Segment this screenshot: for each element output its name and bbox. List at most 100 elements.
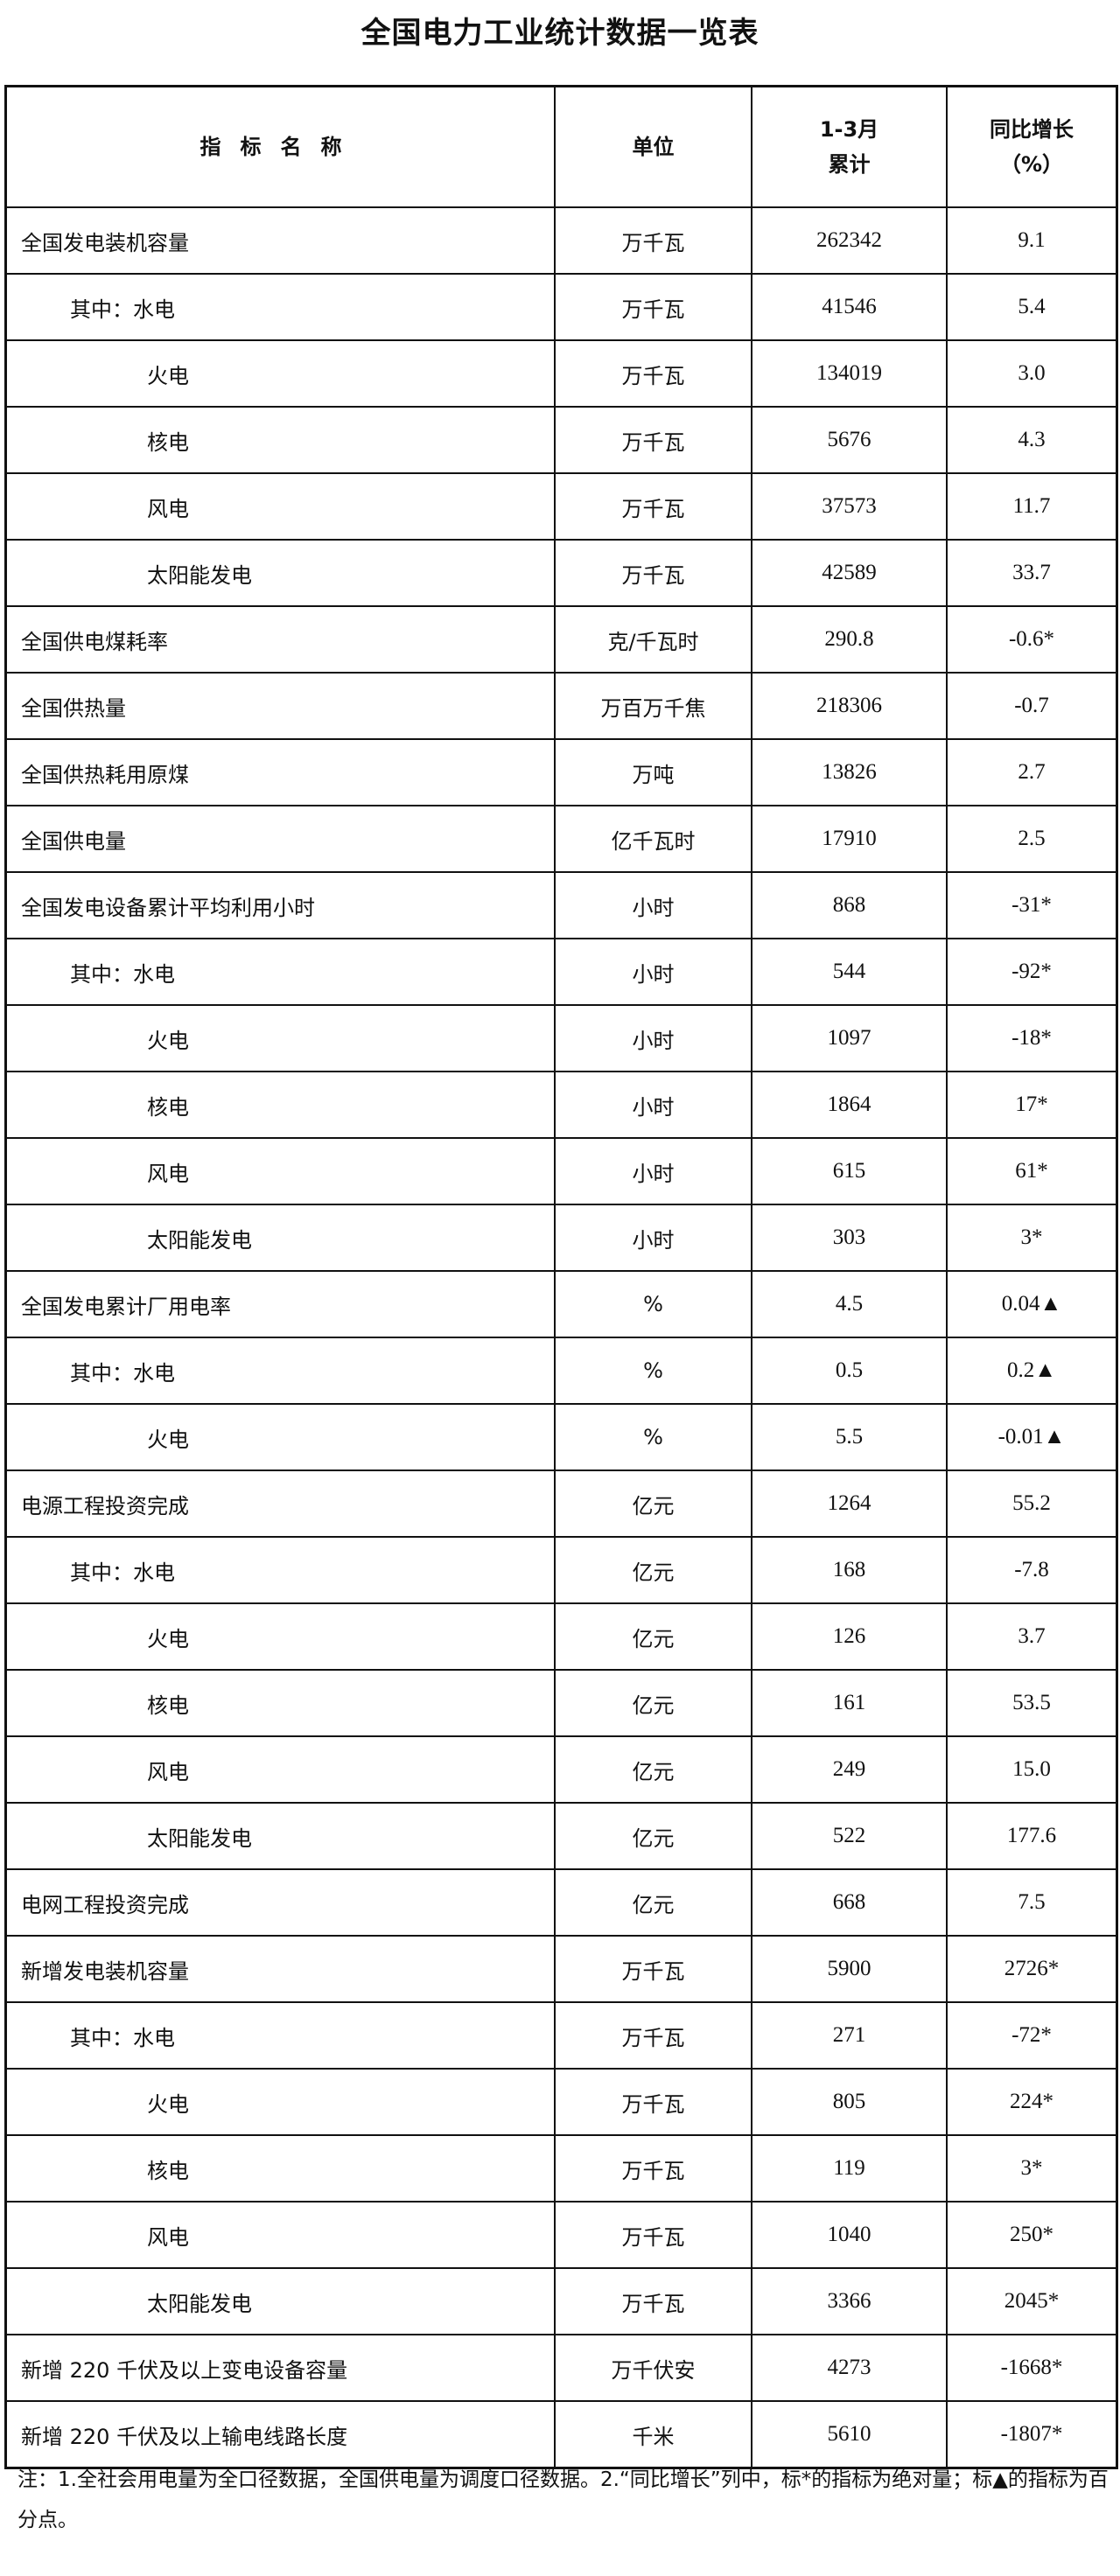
growth-value: 3.0 (946, 339, 1118, 408)
table-row: 风电 亿元 249 15.0 (4, 1735, 1118, 1804)
table-row: 火电 万千瓦 134019 3.0 (4, 339, 1118, 408)
unit-cell: 小时 (554, 1004, 752, 1072)
cumulative-value: 3366 (751, 2267, 948, 2335)
indicator-name: 风电 (4, 1735, 556, 1804)
footnote: 注：1.全社会用电量为全口径数据，全国供电量为调度口径数据。2.“同比增长”列中… (18, 2468, 1109, 2531)
growth-value: 5.4 (946, 273, 1118, 341)
growth-value: 2726* (946, 1935, 1118, 2003)
indicator-name: 风电 (4, 1137, 556, 1205)
indicator-name: 核电 (4, 406, 556, 474)
table-row: 全国供热耗用原煤 万吨 13826 2.7 (4, 738, 1118, 806)
table-row: 新增 220 千伏及以上输电线路长度 千米 5610 -1807* (4, 2400, 1118, 2469)
growth-value: -1807* (946, 2400, 1118, 2469)
cumulative-value: 5900 (751, 1935, 948, 2003)
cumulative-value: 42589 (751, 539, 948, 607)
unit-cell: 万吨 (554, 738, 752, 806)
unit-cell: 万千瓦 (554, 2068, 752, 2136)
indicator-name: 全国发电设备累计平均利用小时 (4, 871, 556, 939)
indicator-name: 风电 (4, 2201, 556, 2269)
unit-cell: 亿元 (554, 1735, 752, 1804)
growth-value: 53.5 (946, 1669, 1118, 1737)
table-row: 全国发电设备累计平均利用小时 小时 868 -31* (4, 871, 1118, 939)
growth-value: -7.8 (946, 1536, 1118, 1604)
cumulative-value: 4.5 (751, 1270, 948, 1338)
growth-value: 4.3 (946, 406, 1118, 474)
cumulative-value: 41546 (751, 273, 948, 341)
growth-value: 2.5 (946, 805, 1118, 873)
unit-cell: 万千瓦 (554, 206, 752, 275)
cumulative-value: 0.5 (751, 1337, 948, 1405)
growth-value: 7.5 (946, 1868, 1118, 1937)
cumulative-value: 544 (751, 938, 948, 1006)
indicator-name: 太阳能发电 (4, 2267, 556, 2335)
unit-cell: % (554, 1337, 752, 1405)
growth-value: 250* (946, 2201, 1118, 2269)
indicator-name: 全国供电煤耗率 (4, 605, 556, 674)
growth-value: 9.1 (946, 206, 1118, 275)
cumulative-value: 249 (751, 1735, 948, 1804)
table-row: 全国发电装机容量 万千瓦 262342 9.1 (4, 206, 1118, 275)
unit-cell: 亿元 (554, 1536, 752, 1604)
cumulative-value: 119 (751, 2134, 948, 2203)
table-row: 太阳能发电 小时 303 3* (4, 1204, 1118, 1272)
indicator-name: 全国供热耗用原煤 (4, 738, 556, 806)
unit-cell: 万千伏安 (554, 2334, 752, 2402)
table-row: 全国供热量 万百万千焦 218306 -0.7 (4, 672, 1118, 740)
header-name: 指标名称 (4, 85, 556, 208)
unit-cell: 亿千瓦时 (554, 805, 752, 873)
unit-cell: 亿元 (554, 1602, 752, 1671)
indicator-name: 火电 (4, 2068, 556, 2136)
table-row: 风电 小时 615 61* (4, 1137, 1118, 1205)
table-row: 火电 万千瓦 805 224* (4, 2068, 1118, 2136)
header-cumulative-line1: 1-3月 (819, 117, 879, 142)
growth-value: 61* (946, 1137, 1118, 1205)
header-growth: 同比增长 （%） (946, 85, 1118, 208)
indicator-name: 火电 (4, 339, 556, 408)
indicator-name: 火电 (4, 1403, 556, 1471)
table-row: 其中：水电% 0.5 0.2▲ (4, 1337, 1118, 1405)
unit-cell: 小时 (554, 1071, 752, 1139)
table-row: 核电 亿元 161 53.5 (4, 1669, 1118, 1737)
indicator-name: 全国发电装机容量 (4, 206, 556, 275)
unit-cell: 万百万千焦 (554, 672, 752, 740)
unit-cell: % (554, 1403, 752, 1471)
growth-value: 0.2▲ (946, 1337, 1118, 1405)
table-row: 电网工程投资完成 亿元 668 7.5 (4, 1868, 1118, 1937)
indicator-name: 太阳能发电 (4, 1802, 556, 1870)
cumulative-value: 17910 (751, 805, 948, 873)
cumulative-value: 868 (751, 871, 948, 939)
cumulative-value: 5.5 (751, 1403, 948, 1471)
unit-cell: 万千瓦 (554, 406, 752, 474)
unit-cell: 小时 (554, 1204, 752, 1272)
table-row: 太阳能发电 万千瓦 42589 33.7 (4, 539, 1118, 607)
unit-cell: 小时 (554, 1137, 752, 1205)
cumulative-value: 13826 (751, 738, 948, 806)
header-cumulative: 1-3月 累计 (751, 85, 948, 208)
unit-cell: 千米 (554, 2400, 752, 2469)
cumulative-value: 1264 (751, 1470, 948, 1538)
table-row: 火电% 5.5 -0.01▲ (4, 1403, 1118, 1471)
unit-cell: 亿元 (554, 1669, 752, 1737)
unit-cell: 万千瓦 (554, 339, 752, 408)
table-row: 核电 万千瓦 119 3* (4, 2134, 1118, 2203)
unit-cell: 万千瓦 (554, 1935, 752, 2003)
cumulative-value: 126 (751, 1602, 948, 1671)
unit-cell: 亿元 (554, 1802, 752, 1870)
table-row: 全国供电煤耗率 克/千瓦时 290.8 -0.6* (4, 605, 1118, 674)
growth-value: 55.2 (946, 1470, 1118, 1538)
cumulative-value: 262342 (751, 206, 948, 275)
table-row: 风电 万千瓦 1040 250* (4, 2201, 1118, 2269)
cumulative-value: 1040 (751, 2201, 948, 2269)
unit-cell: 亿元 (554, 1868, 752, 1937)
cumulative-value: 5610 (751, 2400, 948, 2469)
indicator-name: 核电 (4, 1071, 556, 1139)
unit-cell: 万千瓦 (554, 273, 752, 341)
indicator-name: 新增发电装机容量 (4, 1935, 556, 2003)
table-row: 火电 小时 1097 -18* (4, 1004, 1118, 1072)
header-unit: 单位 (554, 85, 752, 208)
table-row: 风电 万千瓦 37573 11.7 (4, 472, 1118, 541)
growth-value: 3.7 (946, 1602, 1118, 1671)
cumulative-value: 271 (751, 2001, 948, 2070)
table-row: 火电 亿元 126 3.7 (4, 1602, 1118, 1671)
cumulative-value: 1097 (751, 1004, 948, 1072)
